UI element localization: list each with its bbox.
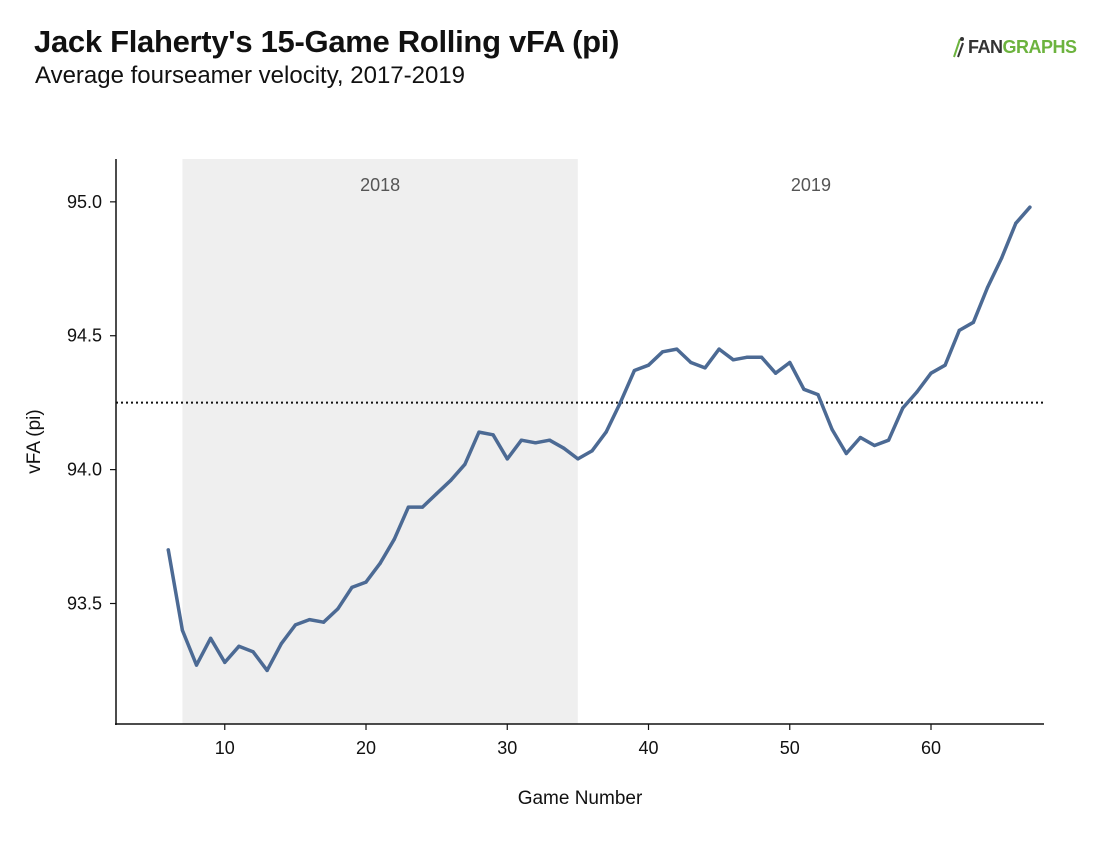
data-point — [759, 355, 764, 359]
data-point — [322, 620, 326, 624]
brand-fan-text: FAN — [968, 36, 1003, 57]
data-point — [307, 617, 312, 622]
data-point — [166, 548, 170, 552]
data-point — [562, 446, 566, 450]
data-point — [774, 371, 778, 375]
chart-subtitle: Average fourseamer velocity, 2017-2019 — [35, 62, 466, 89]
x-axis-ticks: 10 20 30 40 50 60 — [215, 724, 941, 758]
data-point — [435, 492, 439, 496]
data-point — [957, 328, 961, 332]
data-point — [1028, 205, 1032, 209]
data-point — [872, 443, 877, 448]
x-tick-label: 20 — [356, 738, 376, 758]
data-point — [265, 668, 269, 673]
data-point — [533, 441, 538, 445]
season-regions: 2018 2019 — [182, 159, 1044, 724]
season-label-2019: 2019 — [791, 175, 831, 195]
data-point — [392, 537, 396, 541]
data-point — [194, 663, 199, 667]
y-axis-title: vFA (pi) — [24, 409, 45, 473]
data-point — [745, 355, 749, 359]
data-point — [844, 451, 848, 456]
data-point — [336, 607, 340, 611]
data-point — [237, 644, 241, 648]
chart-title: Jack Flaherty's 15-Game Rolling vFA (pi) — [34, 24, 620, 59]
data-point — [449, 478, 453, 482]
data-point — [364, 580, 368, 584]
data-point — [830, 427, 834, 432]
data-point — [646, 363, 651, 367]
data-point — [1000, 256, 1004, 260]
x-tick-label: 60 — [921, 738, 941, 758]
data-point — [802, 387, 806, 391]
data-point — [604, 430, 608, 434]
data-point — [223, 660, 227, 665]
data-point — [279, 642, 283, 646]
data-point — [251, 650, 255, 654]
data-point — [505, 457, 509, 461]
data-point — [858, 435, 862, 440]
data-point — [985, 285, 990, 290]
data-point — [901, 406, 905, 410]
data-point — [618, 401, 622, 405]
season-label-2018: 2018 — [360, 175, 400, 195]
data-point — [209, 636, 213, 640]
brand-graphs-text: GRAPHS — [1002, 36, 1078, 57]
data-point — [661, 350, 665, 354]
data-point — [350, 585, 354, 590]
data-point — [929, 371, 933, 375]
series-line — [166, 205, 1032, 673]
data-point — [816, 393, 820, 397]
y-tick-label: 94.5 — [67, 326, 102, 346]
data-point — [717, 347, 721, 351]
y-axis-ticks: 93.5 94.0 94.5 95.0 — [67, 192, 116, 614]
y-tick-label: 95.0 — [67, 192, 102, 212]
data-point — [590, 449, 594, 453]
data-point — [943, 363, 947, 367]
batter-icon — [953, 37, 964, 58]
x-tick-label: 40 — [638, 738, 658, 758]
data-point — [731, 358, 735, 362]
x-tick-label: 50 — [780, 738, 800, 758]
data-point — [519, 438, 523, 442]
data-point — [463, 462, 467, 466]
season-region-2019 — [577, 159, 1044, 724]
data-point — [689, 360, 693, 365]
y-tick-label: 93.5 — [67, 594, 102, 614]
data-point — [491, 433, 495, 437]
data-point — [180, 628, 184, 632]
data-point — [1014, 221, 1018, 225]
data-point — [675, 347, 679, 351]
season-region-2018 — [182, 159, 578, 724]
data-point — [548, 438, 552, 442]
axes — [115, 159, 1044, 725]
data-point — [576, 457, 580, 461]
data-point — [788, 360, 792, 365]
data-point — [703, 366, 707, 370]
data-point — [293, 623, 297, 627]
data-point — [378, 561, 382, 565]
series-layer — [166, 205, 1032, 673]
data-point — [406, 505, 410, 509]
data-point — [915, 390, 919, 394]
data-point — [477, 430, 481, 434]
fangraphs-logo: FAN GRAPHS — [952, 36, 1077, 58]
data-point — [420, 505, 425, 509]
x-tick-label: 10 — [215, 738, 235, 758]
data-point — [632, 368, 636, 373]
y-tick-label: 94.0 — [67, 460, 102, 480]
data-point — [971, 320, 975, 324]
data-point — [887, 438, 891, 442]
x-axis-title: Game Number — [518, 788, 643, 809]
x-tick-label: 30 — [497, 738, 517, 758]
